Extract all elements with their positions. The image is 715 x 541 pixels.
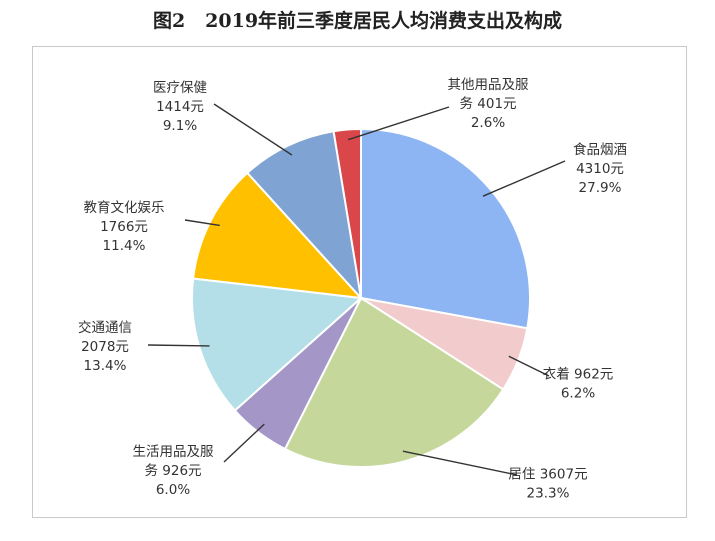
slice-label-0: 食品烟酒 4310元 27.9%: [573, 141, 627, 196]
leader-line-4: [147, 344, 210, 347]
chart-title-text: 2019年前三季度居民人均消费支出及构成: [205, 10, 563, 32]
pie-slice-7: [332, 127, 362, 299]
figure-number: 图2: [152, 10, 186, 32]
pie-slice-4: [191, 277, 364, 412]
leader-line-5: [184, 219, 220, 227]
slice-label-3: 生活用品及服务 926元 6.0%: [133, 444, 214, 498]
slice-label-5: 教育文化娱乐 1766元 11.4%: [84, 200, 165, 254]
leader-line-3: [223, 423, 265, 463]
pie-slice-6: [245, 130, 363, 302]
chart-frame: [32, 46, 687, 518]
pie-slice-2: [283, 296, 505, 468]
pie-slice-0: [360, 127, 531, 330]
leader-line-2: [402, 450, 518, 476]
slice-label-2: 居住 3607元 23.3%: [508, 467, 587, 502]
slice-label-4: 交通通信 2078元 13.4%: [78, 319, 132, 374]
pie-slice-5: [192, 171, 364, 300]
slice-label-7: 其他用品及服务 401元 2.6%: [448, 77, 529, 131]
slice-label-6: 医疗保健 1414元 9.1%: [153, 80, 207, 134]
leader-line-0: [482, 160, 566, 197]
leader-line-1: [508, 355, 550, 377]
slice-label-1: 衣着 962元 6.2%: [543, 366, 614, 402]
leader-line-6: [213, 103, 293, 156]
leader-line-7: [347, 106, 450, 141]
chart-title: 图2 2019年前三季度居民人均消费支出及构成: [0, 6, 715, 33]
